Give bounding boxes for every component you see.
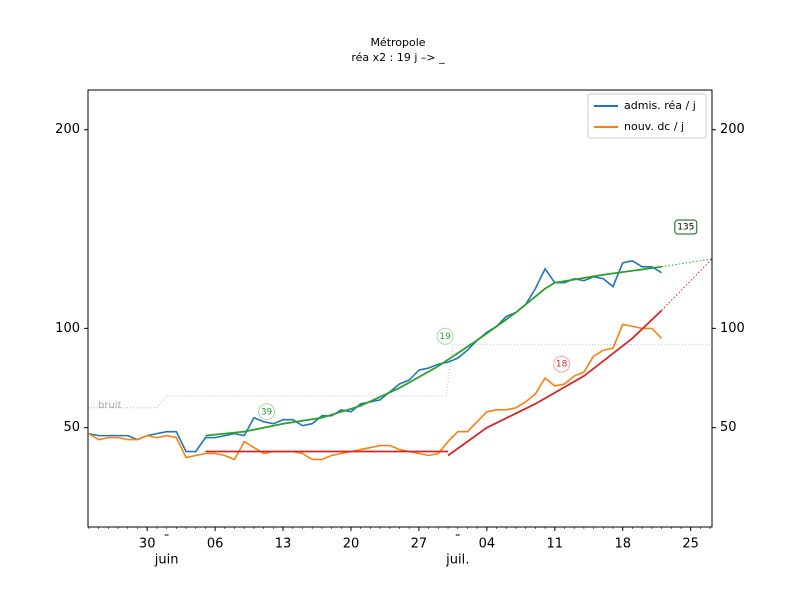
fit-line (661, 258, 713, 268)
x-tick-label: 06 (207, 537, 224, 552)
month-label: juin (154, 553, 179, 568)
annotation-text: 135 (677, 223, 694, 233)
annotation-circle (436, 327, 454, 345)
data-line (88, 323, 663, 461)
x-tick-label: 25 (682, 537, 699, 552)
legend: admis. réa / j nouv. dc / j (587, 93, 707, 139)
legend-label: admis. réa / j (624, 99, 696, 112)
y-tick-label: 50 (63, 420, 80, 435)
annotation-text: 18 (556, 360, 568, 370)
x-tick-label: 04 (479, 537, 496, 552)
month-label: juil. (445, 553, 469, 568)
x-tick-label: 18 (614, 537, 631, 552)
annotation-text: 19 (439, 332, 451, 342)
chart-title: Métropole (370, 36, 425, 49)
legend-label: nouv. dc / j (624, 120, 684, 133)
annotation-circle (553, 355, 571, 373)
y-tick-label: 200 (55, 122, 80, 137)
y2-tick-label: 200 (720, 122, 745, 137)
x-tick-label: 30 (139, 537, 156, 552)
x-tick-label: 13 (275, 537, 292, 552)
x-tick-label: 27 (411, 537, 428, 552)
y2-tick-label: 50 (720, 420, 737, 435)
fit-line (205, 265, 662, 437)
annotation-box (674, 219, 698, 235)
x-tick-label: 20 (343, 537, 360, 552)
fit-line (661, 258, 713, 311)
x-tick-label: 11 (547, 537, 564, 552)
annotation-circle (258, 403, 276, 421)
noise-line (88, 343, 712, 409)
annotation-text: 39 (261, 407, 273, 417)
noise-label: bruit (98, 400, 122, 411)
plot-frame (87, 89, 713, 528)
y2-tick-label: 100 (720, 321, 745, 336)
data-line (88, 259, 662, 453)
y-tick-label: 100 (55, 321, 80, 336)
fit-line (447, 309, 663, 457)
chart-subtitle: réa x2 : 19 j –> _ (351, 51, 445, 64)
